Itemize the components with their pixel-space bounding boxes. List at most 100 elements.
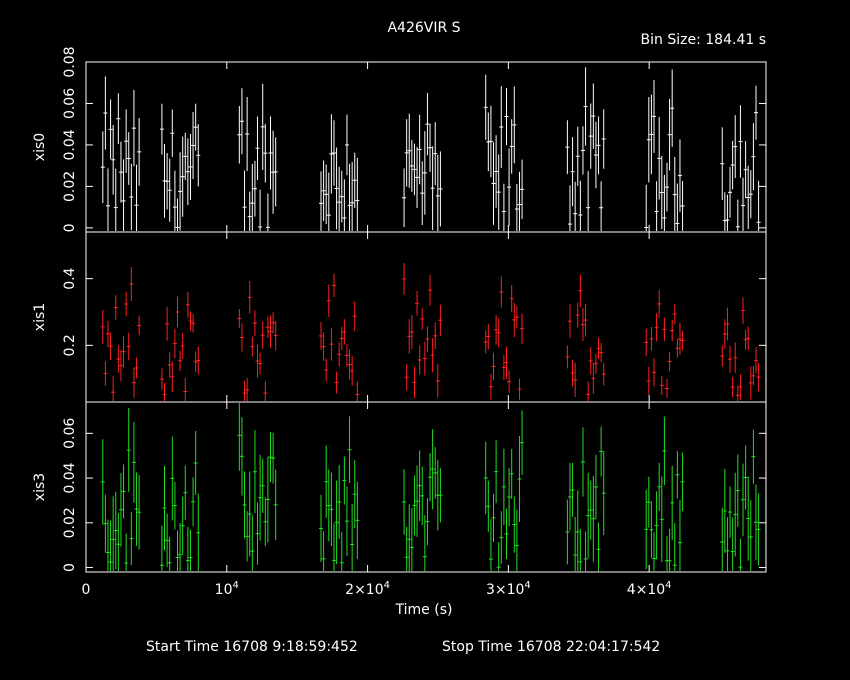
data-point	[753, 484, 758, 561]
data-point	[588, 103, 593, 169]
data-point	[319, 322, 324, 350]
data-point	[180, 136, 185, 217]
data-point	[239, 417, 244, 496]
data-point	[258, 352, 263, 375]
data-point	[265, 316, 270, 339]
data-point	[239, 88, 244, 155]
data-point	[124, 533, 129, 571]
data-point	[129, 512, 134, 566]
data-point	[355, 481, 360, 560]
data-point	[601, 109, 606, 169]
data-point	[573, 362, 578, 397]
data-point	[402, 168, 407, 228]
data-point	[512, 496, 517, 553]
data-point	[743, 141, 748, 199]
data-point	[329, 472, 334, 547]
data-point	[178, 152, 183, 231]
data-point	[137, 474, 142, 550]
data-point	[118, 472, 123, 547]
data-point	[347, 163, 352, 231]
data-point	[237, 105, 242, 164]
data-point	[100, 131, 105, 203]
data-point	[593, 121, 598, 189]
data-point	[499, 276, 504, 308]
data-point	[407, 113, 412, 188]
data-point	[672, 523, 677, 571]
data-point	[170, 109, 175, 157]
data-point	[167, 536, 172, 571]
data-point	[488, 518, 493, 571]
data-point	[252, 310, 257, 336]
data-point	[657, 462, 662, 511]
data-point	[129, 163, 134, 231]
data-point	[108, 99, 113, 160]
data-point	[722, 319, 727, 349]
data-point	[105, 519, 110, 571]
data-point	[159, 103, 164, 155]
data-point	[496, 542, 501, 571]
data-point	[268, 315, 273, 348]
data-point	[733, 115, 738, 179]
data-point	[573, 516, 578, 571]
data-point	[321, 160, 326, 222]
data-point	[412, 475, 417, 536]
panel-label-xis1: xis1	[32, 303, 48, 331]
data-point	[339, 170, 344, 223]
data-point	[103, 494, 108, 553]
data-point	[433, 322, 438, 350]
data-point	[667, 98, 672, 171]
data-point	[725, 307, 730, 341]
data-point	[183, 132, 188, 181]
y-tick-label: 0.4	[62, 267, 78, 289]
data-point	[116, 513, 121, 571]
data-point	[438, 468, 443, 523]
data-point	[172, 481, 177, 530]
data-point	[501, 448, 506, 526]
data-point	[667, 351, 672, 372]
data-point	[570, 462, 575, 518]
data-point	[494, 135, 499, 208]
data-point	[504, 87, 509, 146]
data-point	[580, 126, 585, 175]
data-point	[491, 493, 496, 542]
data-point	[720, 345, 725, 367]
data-point	[743, 329, 748, 350]
data-point	[430, 338, 435, 373]
data-point	[741, 463, 746, 536]
data-point	[339, 531, 344, 571]
data-point	[342, 179, 347, 231]
data-point	[509, 448, 514, 499]
data-point	[118, 141, 123, 203]
data-point	[565, 499, 570, 565]
data-point	[730, 140, 735, 190]
data-point	[355, 381, 360, 401]
data-point	[646, 366, 651, 396]
data-point	[680, 181, 685, 231]
data-point	[491, 142, 496, 225]
data-point	[193, 431, 198, 495]
data-point	[407, 504, 412, 571]
data-point	[191, 111, 196, 180]
data-point	[644, 184, 649, 231]
data-point	[417, 114, 422, 185]
data-point	[263, 381, 268, 401]
data-point	[415, 465, 420, 538]
y-tick-label: 0.02	[62, 171, 78, 202]
data-point	[326, 172, 331, 231]
data-point	[268, 116, 273, 190]
data-point	[677, 322, 682, 355]
data-point	[593, 454, 598, 520]
data-point	[486, 112, 491, 172]
data-point	[435, 154, 440, 231]
data-point	[738, 538, 743, 571]
y-tick-label: 0.06	[62, 418, 78, 449]
data-point	[404, 364, 409, 391]
data-point	[409, 314, 414, 349]
data-point	[273, 137, 278, 207]
y-tick-label: 0.04	[62, 129, 78, 160]
data-point	[514, 509, 519, 571]
data-point	[433, 122, 438, 186]
stop-time-label: Stop Time 16708 22:04:17:542	[442, 639, 660, 655]
panel-xis3: 0 0.02 0.04 0.06 xis3	[32, 401, 767, 573]
data-point	[334, 371, 339, 394]
